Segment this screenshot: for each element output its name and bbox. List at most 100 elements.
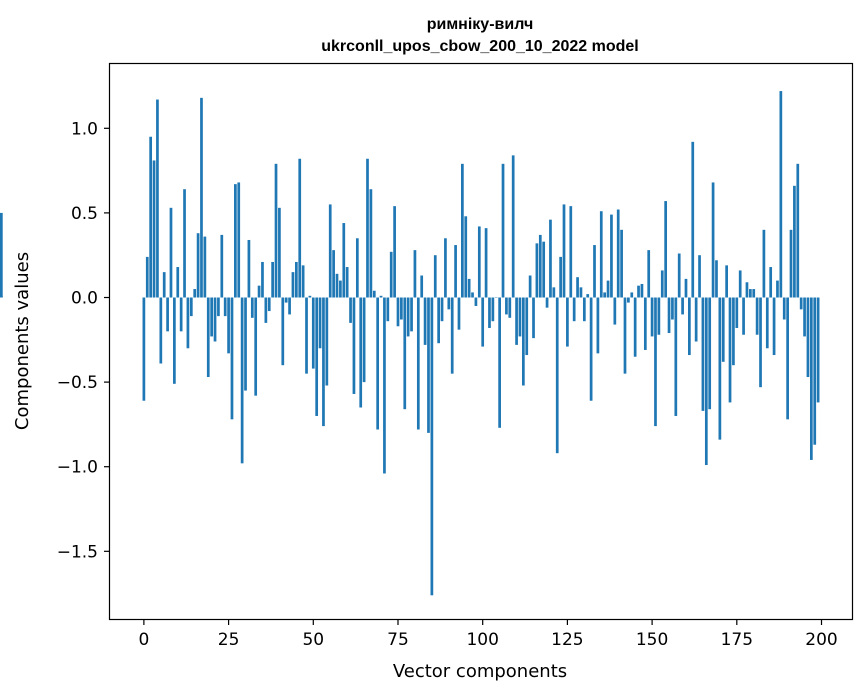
bar-44	[292, 272, 295, 297]
bar-143	[627, 298, 630, 303]
y-tick-label: −1.5	[57, 542, 98, 562]
bar-149	[647, 250, 650, 297]
bar-40	[278, 208, 281, 298]
bar-17	[200, 98, 203, 298]
bar-52	[319, 298, 322, 349]
bar-173	[729, 298, 732, 403]
bar-38	[271, 262, 274, 298]
bar-169	[715, 260, 718, 297]
bar-22	[217, 298, 220, 317]
bar-20	[210, 298, 213, 337]
bar-14	[190, 298, 193, 317]
bar-31	[248, 240, 251, 298]
bar-107	[505, 298, 508, 315]
bar-193	[796, 164, 799, 298]
bar-137	[607, 281, 610, 298]
bar-undefined	[0, 213, 3, 298]
bar-16	[197, 233, 200, 297]
bar-46	[298, 159, 301, 298]
bar-90	[447, 298, 450, 310]
bar-2	[149, 137, 152, 298]
chart-title-line-2: ukrconll_upos_cbow_200_10_2022 model	[321, 38, 638, 55]
bar-155	[668, 298, 671, 334]
bar-113	[525, 298, 528, 356]
bar-131	[586, 294, 589, 297]
bar-167	[708, 298, 711, 410]
bar-87	[437, 298, 440, 344]
x-tick-label: 200	[805, 630, 837, 650]
bar-120	[549, 220, 552, 298]
bar-132	[590, 298, 593, 401]
y-axis-label: Components values	[12, 252, 33, 430]
bar-0	[143, 298, 146, 401]
bar-172	[725, 265, 728, 297]
bar-105	[498, 298, 501, 428]
bar-19	[207, 298, 210, 378]
bar-117	[539, 235, 542, 298]
bar-195	[803, 298, 806, 337]
bar-65	[363, 298, 366, 383]
bar-35	[261, 262, 264, 298]
bar-103	[492, 298, 495, 322]
bar-121	[552, 287, 555, 297]
bar-95	[464, 216, 467, 297]
bar-86	[434, 255, 437, 297]
bars	[0, 91, 819, 595]
bar-185	[769, 267, 772, 297]
bar-39	[275, 164, 278, 298]
bar-10	[176, 267, 179, 297]
bar-94	[461, 164, 464, 298]
bar-36	[265, 298, 268, 323]
bar-190	[786, 298, 789, 420]
bar-100	[481, 298, 484, 347]
bar-138	[610, 215, 613, 298]
x-axis-label: Vector components	[393, 661, 567, 682]
x-tick-label: 75	[387, 630, 409, 650]
bar-130	[583, 298, 586, 322]
bar-32	[251, 298, 254, 318]
bar-76	[400, 298, 403, 320]
bar-116	[536, 243, 539, 297]
y-tick-label: −0.5	[57, 373, 98, 393]
bar-168	[712, 182, 715, 297]
bar-112	[522, 298, 525, 386]
bar-64	[359, 298, 362, 408]
bar-122	[556, 298, 559, 454]
bar-198	[813, 298, 816, 445]
bar-166	[705, 298, 708, 466]
x-tick-label: 125	[551, 630, 583, 650]
bar-165	[702, 298, 705, 411]
bar-24	[224, 298, 227, 317]
bar-42	[285, 298, 288, 303]
bar-179	[749, 289, 752, 297]
bar-115	[532, 298, 535, 339]
bar-194	[800, 298, 803, 310]
bar-5	[159, 298, 162, 364]
y-tick-label: −1.0	[57, 458, 98, 478]
bar-57	[336, 274, 339, 298]
bar-147	[641, 284, 644, 298]
bar-83	[424, 298, 427, 345]
bar-79	[410, 298, 413, 332]
bar-26	[231, 298, 234, 420]
bar-27	[234, 184, 237, 297]
bar-undefined	[0, 296, 3, 298]
bar-146	[637, 286, 640, 298]
bar-81	[417, 298, 420, 430]
bar-128	[576, 277, 579, 297]
bar-178	[746, 282, 749, 297]
bar-60	[346, 267, 349, 297]
bar-11	[180, 298, 183, 332]
bar-15	[193, 289, 196, 297]
bar-124	[563, 204, 566, 297]
bar-133	[593, 245, 596, 297]
bar-23	[220, 235, 223, 298]
bar-91	[451, 298, 454, 374]
bar-89	[444, 238, 447, 297]
bar-191	[790, 230, 793, 298]
bar-3	[153, 160, 156, 297]
bar-96	[468, 279, 471, 298]
bar-55	[329, 204, 332, 297]
bar-177	[742, 298, 745, 335]
bar-54	[325, 298, 328, 386]
